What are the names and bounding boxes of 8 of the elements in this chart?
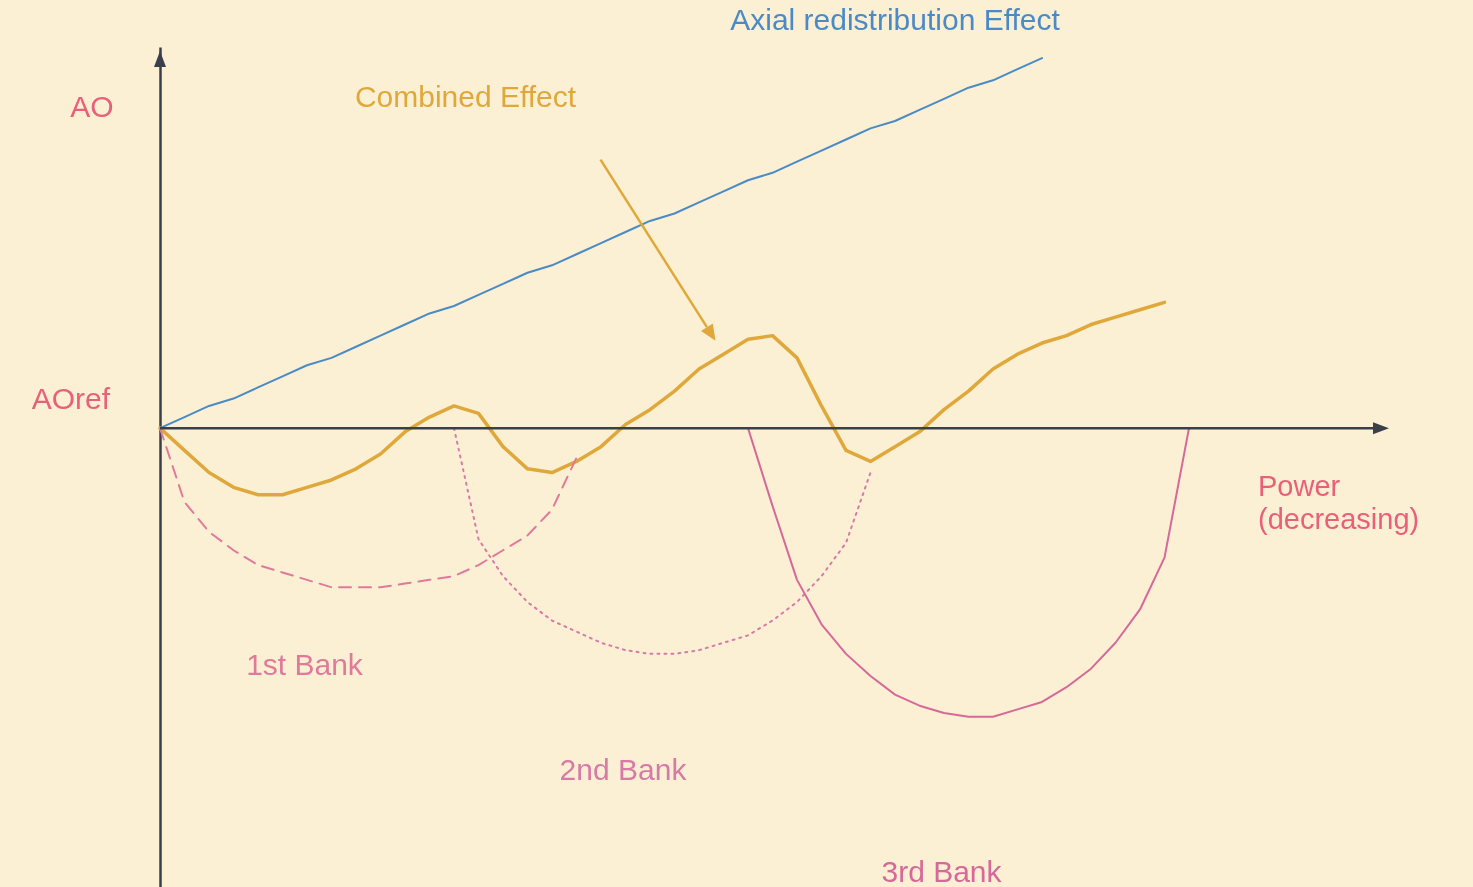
text: 2nd Bank <box>559 753 688 787</box>
x-axis-title: Power (decreasing) <box>1258 470 1420 536</box>
text: 1st Bank <box>246 648 364 682</box>
ref-line-label: AOref <box>31 382 111 416</box>
text: 3rd Bank <box>881 854 1003 887</box>
series-label: Axial redistribution Effect <box>730 3 1061 37</box>
text: Combined Effect <box>354 79 577 113</box>
y-axis-title: AO <box>70 90 114 123</box>
